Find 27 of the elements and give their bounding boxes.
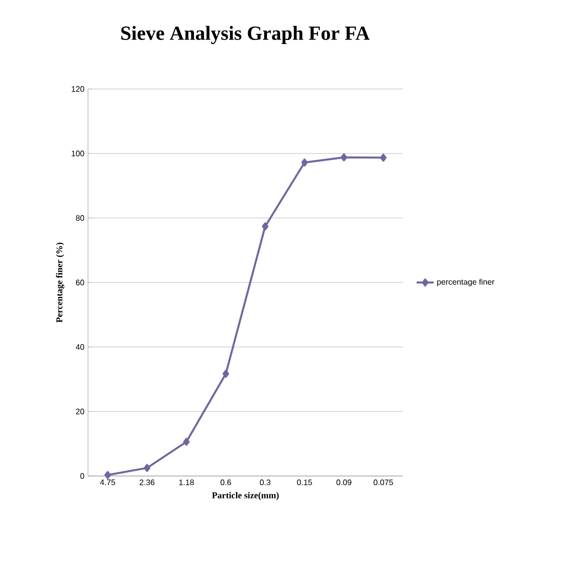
x-tick-label: 0.3 (260, 480, 270, 486)
point (301, 158, 308, 167)
point (144, 464, 150, 472)
x-axis-title: Particle size(mm) (212, 492, 279, 500)
x-tick-label: 0.6 (220, 480, 232, 486)
x-tick-label: 0.15 (297, 480, 312, 486)
y-tick-label: 20 (76, 408, 84, 414)
y-tick-label: 60 (76, 280, 84, 286)
y-tick-label: 100 (72, 150, 84, 156)
point (104, 471, 111, 480)
y-tick-label: 80 (76, 215, 84, 221)
x-tick-label: 2.36 (140, 480, 154, 486)
x-tick-label: 4.75 (100, 480, 116, 486)
point (340, 153, 348, 162)
chart-title: Sieve Analysis Graph For FA (121, 26, 370, 44)
x-tick-label: 0.075 (374, 480, 393, 486)
y-tick-label: 0 (80, 473, 84, 479)
x-tick-label: 0.09 (336, 480, 352, 486)
point (183, 438, 190, 446)
y-tick-label: 40 (76, 344, 84, 350)
legend-label: percentage finer (437, 278, 494, 286)
y-axis-title: Percentage finer (%) (56, 242, 64, 322)
x-tick-label: 1.18 (179, 480, 194, 486)
point (380, 154, 387, 162)
point (262, 222, 268, 230)
point (222, 370, 230, 378)
y-tick-label: 120 (72, 86, 84, 92)
